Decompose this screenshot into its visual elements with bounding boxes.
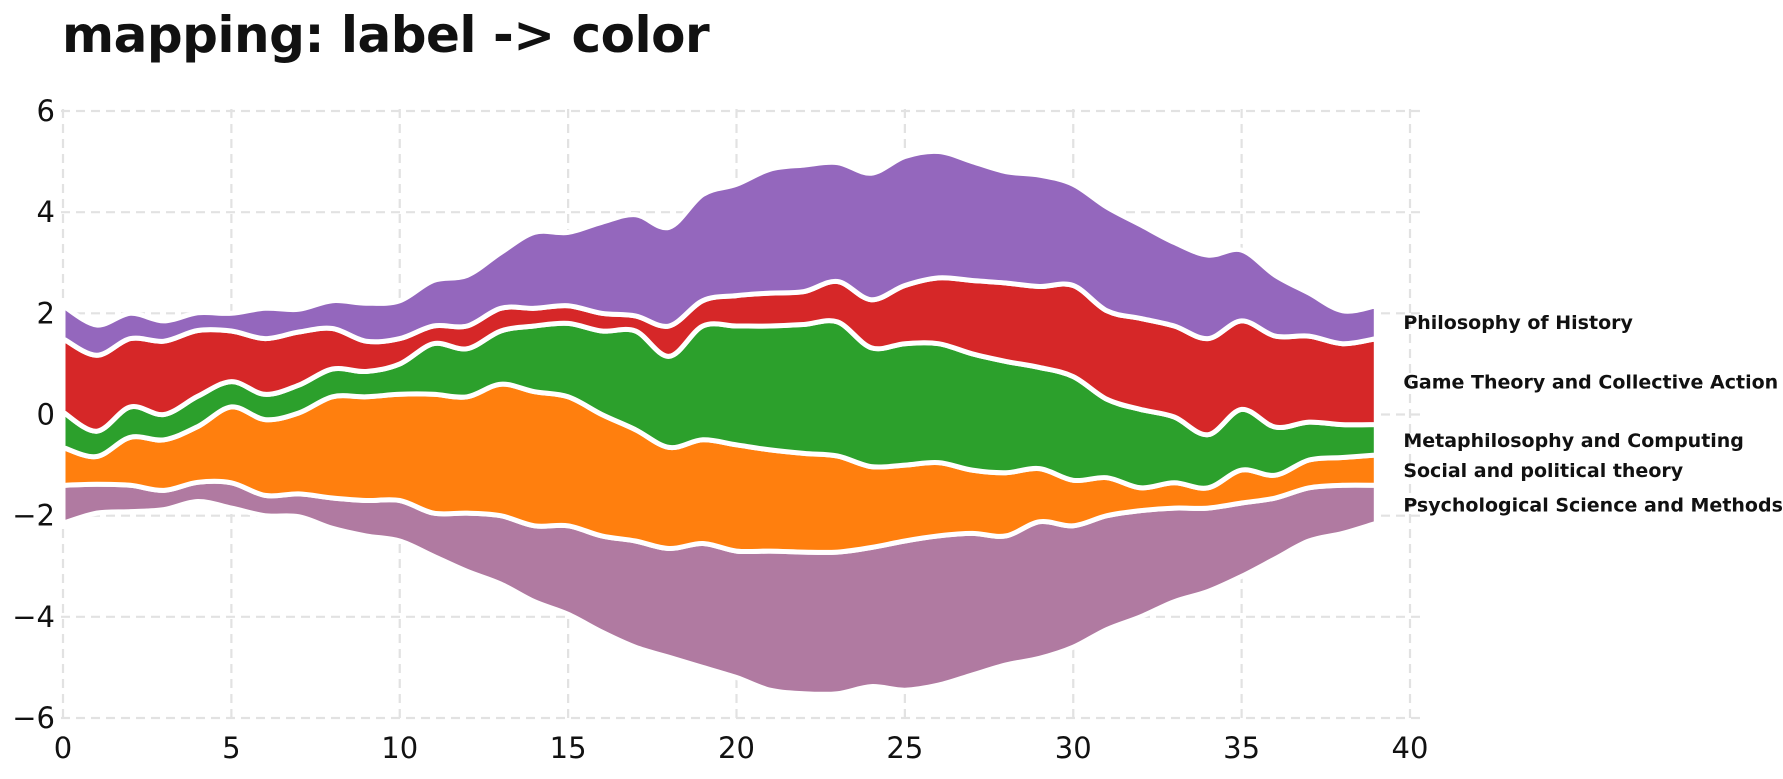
x-tick-label: 15 [550, 731, 587, 765]
y-tick-label: 4 [37, 195, 55, 229]
series-label: Metaphilosophy and Computing [1403, 430, 1744, 452]
y-tick-label: −2 [12, 499, 55, 533]
x-tick-label: 40 [1392, 731, 1429, 765]
stream-area-philosophy-of-history [60, 148, 1379, 358]
series-label: Game Theory and Collective Action [1403, 372, 1778, 394]
stream-areas [60, 148, 1379, 697]
y-tick-label: −6 [12, 701, 55, 735]
series-label: Social and political theory [1403, 460, 1683, 482]
axes: 0 5 10 15 20 25 30 35 40 −6 −4 −2 0 2 4 6 [12, 94, 1428, 765]
x-tick-label: 0 [54, 731, 72, 765]
series-labels: Psychological Science and Methods Social … [1403, 312, 1783, 516]
y-tick-label: 0 [37, 398, 55, 432]
y-tick-label: −4 [12, 600, 55, 634]
chart-title: mapping: label -> color [62, 6, 710, 64]
x-tick-label: 10 [381, 731, 418, 765]
y-tick-label: 2 [37, 296, 55, 330]
x-tick-label: 25 [886, 731, 923, 765]
y-tick-label: 6 [37, 94, 55, 128]
x-tick-label: 35 [1223, 731, 1260, 765]
series-label: Philosophy of History [1403, 312, 1633, 334]
x-tick-label: 20 [718, 731, 755, 765]
x-tick-label: 5 [222, 731, 240, 765]
x-tick-label: 30 [1055, 731, 1092, 765]
series-label: Psychological Science and Methods [1403, 494, 1783, 516]
